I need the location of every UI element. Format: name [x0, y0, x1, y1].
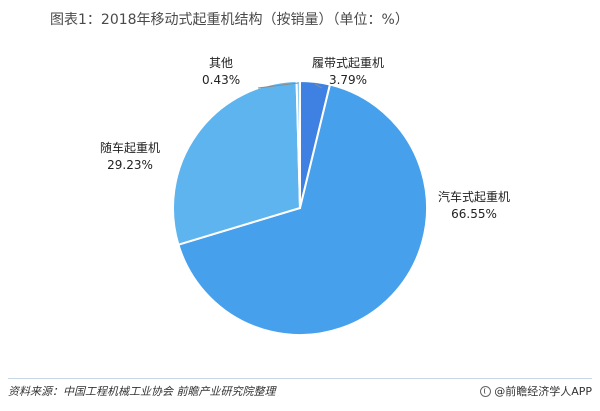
slice-name: 汽车式起重机: [438, 190, 511, 204]
leader-line: [314, 83, 323, 89]
slice-name: 其他: [209, 56, 234, 70]
slice-label-truck: 汽车式起重机 66.55%: [438, 189, 510, 223]
slice-value: 29.23%: [107, 158, 153, 172]
slice-value: 66.55%: [451, 207, 497, 221]
brand-logo-icon: [480, 385, 492, 397]
brand-text: @前瞻经济学人APP: [494, 385, 592, 398]
slice-value: 0.43%: [202, 73, 241, 87]
pie-slice: [295, 79, 301, 209]
footer-divider: [8, 378, 592, 379]
leader-line: [257, 82, 299, 89]
slice-label-other: 其他 0.43%: [202, 55, 240, 89]
brand-credit: @前瞻经济学人APP: [480, 383, 592, 399]
slice-label-truck-mounted: 随车起重机 29.23%: [100, 140, 160, 174]
chart-title: 图表1：2018年移动式起重机结构（按销量）（单位：%）: [50, 12, 409, 28]
slice-name: 履带式起重机: [312, 56, 385, 70]
pie-slice: [177, 83, 428, 336]
slice-value: 3.79%: [328, 73, 368, 87]
slice-name: 随车起重机: [100, 141, 161, 155]
slice-label-crawler: 履带式起重机 3.79%: [312, 55, 384, 89]
pie-slice: [172, 80, 302, 246]
source-note: 资料来源：中国工程机械工业协会 前瞻产业研究院整理: [8, 385, 276, 398]
